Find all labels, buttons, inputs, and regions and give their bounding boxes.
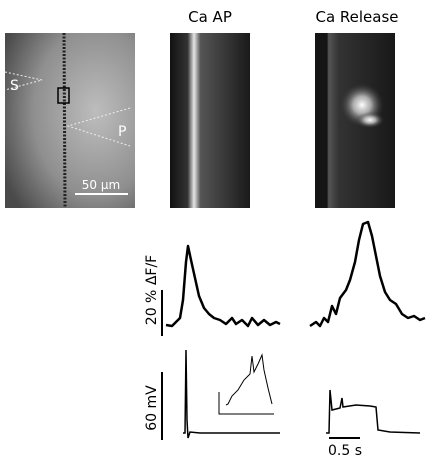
panel-title: Ca Release	[315, 8, 398, 26]
image-label: P	[118, 124, 126, 140]
fiber-image	[4, 32, 135, 209]
trace	[165, 244, 281, 328]
image-label: S	[10, 78, 19, 94]
linescan-ap	[170, 33, 250, 208]
panel-title: Ca AP	[188, 8, 232, 26]
inset	[218, 353, 274, 415]
trace	[183, 349, 280, 439]
linescan-release	[315, 33, 395, 208]
scale-label: 50 μm	[82, 178, 120, 192]
trace	[326, 389, 421, 434]
scale-label: 0.5 s	[328, 443, 362, 459]
scale-label: 60 mV	[144, 385, 160, 431]
scale-label: 20 % ΔF/F	[144, 255, 160, 325]
trace	[309, 220, 426, 328]
